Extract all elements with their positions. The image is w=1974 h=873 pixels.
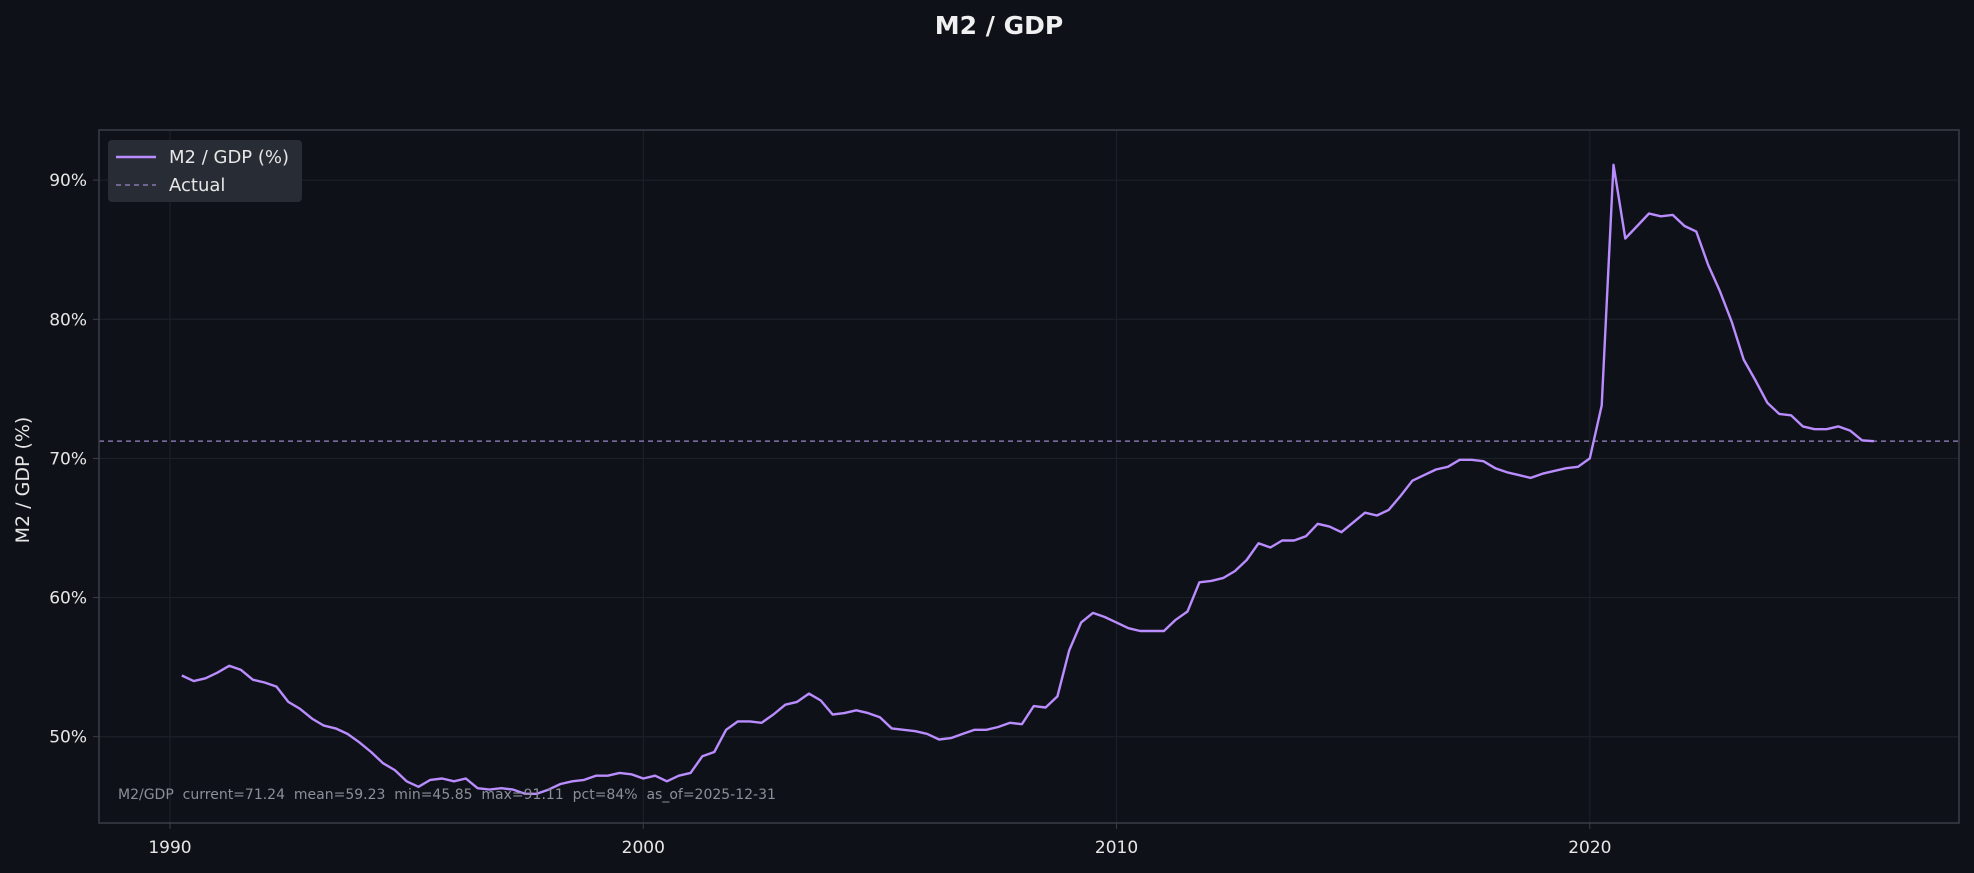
y-tick-label: 50% xyxy=(49,728,87,748)
legend-label-actual: Actual xyxy=(169,175,225,196)
legend: M2 / GDP (%) Actual xyxy=(108,140,302,202)
axis-ticks: 50% 60% 70% 80% 90% 1990 2000 2010 2020 xyxy=(49,171,1611,858)
series-line-m2-gdp xyxy=(181,163,1874,795)
legend-box xyxy=(108,140,302,202)
stats-annotation: M2/GDP current=71.24 mean=59.23 min=45.8… xyxy=(118,787,776,803)
x-tick-label: 2000 xyxy=(622,838,665,858)
plot-area xyxy=(99,130,1959,823)
y-axis-label: M2 / GDP (%) xyxy=(12,417,34,544)
x-tick-label: 2020 xyxy=(1568,838,1611,858)
y-tick-label: 80% xyxy=(49,310,87,330)
chart-title: M2 / GDP xyxy=(935,11,1063,40)
x-tick-label: 2010 xyxy=(1095,838,1138,858)
grid-lines xyxy=(99,130,1959,823)
y-tick-label: 70% xyxy=(49,449,87,469)
plot-frame xyxy=(98,129,1960,824)
legend-label-series: M2 / GDP (%) xyxy=(169,147,289,168)
x-tick-label: 1990 xyxy=(148,838,191,858)
y-tick-label: 90% xyxy=(49,171,87,191)
y-tick-label: 60% xyxy=(49,589,87,609)
